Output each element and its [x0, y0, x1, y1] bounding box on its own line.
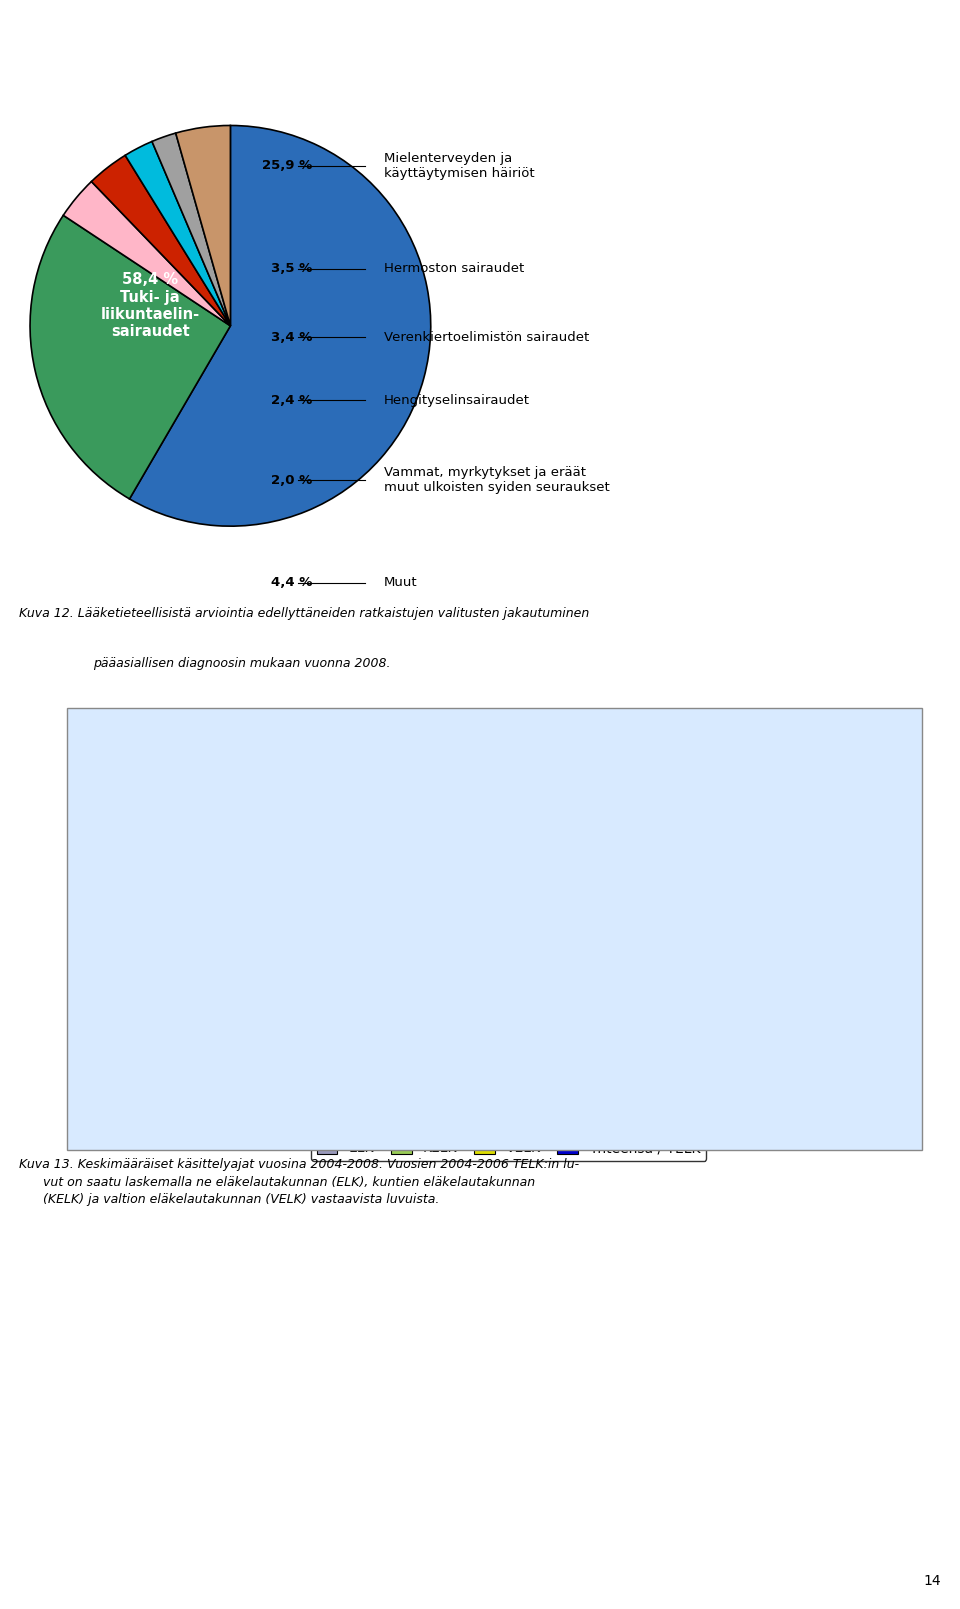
- Text: 2,4 %: 2,4 %: [271, 394, 312, 407]
- Wedge shape: [63, 182, 230, 325]
- Bar: [845, 896, 871, 1102]
- Wedge shape: [30, 216, 230, 499]
- Text: Muut: Muut: [384, 576, 418, 589]
- Text: Hermoston sairaudet: Hermoston sairaudet: [384, 262, 524, 275]
- Bar: [813, 896, 837, 1102]
- Title: Keskimääräiset käsittelyajat, pv: Keskimääräiset käsittelyajat, pv: [346, 730, 672, 750]
- Bar: [230, 854, 256, 1102]
- Bar: [454, 930, 480, 1102]
- Text: pääasiallisen diagnoosin mukaan vuonna 2008.: pääasiallisen diagnoosin mukaan vuonna 2…: [93, 656, 391, 669]
- Bar: [510, 991, 536, 1102]
- Wedge shape: [125, 142, 230, 325]
- Text: Vammat, myrkytykset ja eräät
muut ulkoisten syiden seuraukset: Vammat, myrkytykset ja eräät muut ulkois…: [384, 467, 610, 494]
- Bar: [482, 796, 508, 1102]
- Text: Verenkiertoelimistön sairaudet: Verenkiertoelimistön sairaudet: [384, 331, 589, 344]
- Bar: [328, 809, 354, 1102]
- Bar: [203, 909, 228, 1102]
- Bar: [356, 907, 382, 1102]
- Text: 25,9 %: 25,9 %: [262, 159, 312, 172]
- Bar: [300, 883, 326, 1102]
- Text: 4,4 %: 4,4 %: [271, 576, 312, 589]
- Bar: [691, 916, 717, 1102]
- Bar: [175, 814, 201, 1102]
- Bar: [384, 870, 410, 1102]
- Bar: [538, 903, 564, 1102]
- Wedge shape: [176, 126, 230, 325]
- Text: 58,4 %
Tuki- ja
liikuntaelin-
sairaudet: 58,4 % Tuki- ja liikuntaelin- sairaudet: [101, 272, 200, 339]
- Text: 2,0 %: 2,0 %: [271, 473, 312, 486]
- Bar: [660, 916, 684, 1102]
- Legend: ELK, KELK, VELK, Yhteensä / TELK: ELK, KELK, VELK, Yhteensä / TELK: [311, 1136, 707, 1162]
- Bar: [612, 916, 713, 1102]
- Wedge shape: [152, 134, 230, 325]
- Text: 3,5 %: 3,5 %: [271, 262, 312, 275]
- Text: Mielenterveyden ja
käyttäytymisen häiriöt: Mielenterveyden ja käyttäytymisen häiriö…: [384, 151, 535, 180]
- Text: 14: 14: [924, 1574, 941, 1588]
- Bar: [765, 896, 867, 1102]
- Bar: [147, 864, 173, 1102]
- Text: Kuva 12. Lääketieteellisistä arviointia edellyttäneiden ratkaistujen valitusten : Kuva 12. Lääketieteellisistä arviointia …: [19, 607, 589, 619]
- Text: Hengityselinsairaudet: Hengityselinsairaudet: [384, 394, 530, 407]
- Text: 3,4 %: 3,4 %: [271, 331, 312, 344]
- Text: Kuva 13. Keskimääräiset käsittelyajat vuosina 2004-2008. Vuosien 2004-2006 TELK:: Kuva 13. Keskimääräiset käsittelyajat vu…: [19, 1158, 579, 1207]
- Wedge shape: [91, 156, 230, 325]
- Wedge shape: [130, 126, 431, 526]
